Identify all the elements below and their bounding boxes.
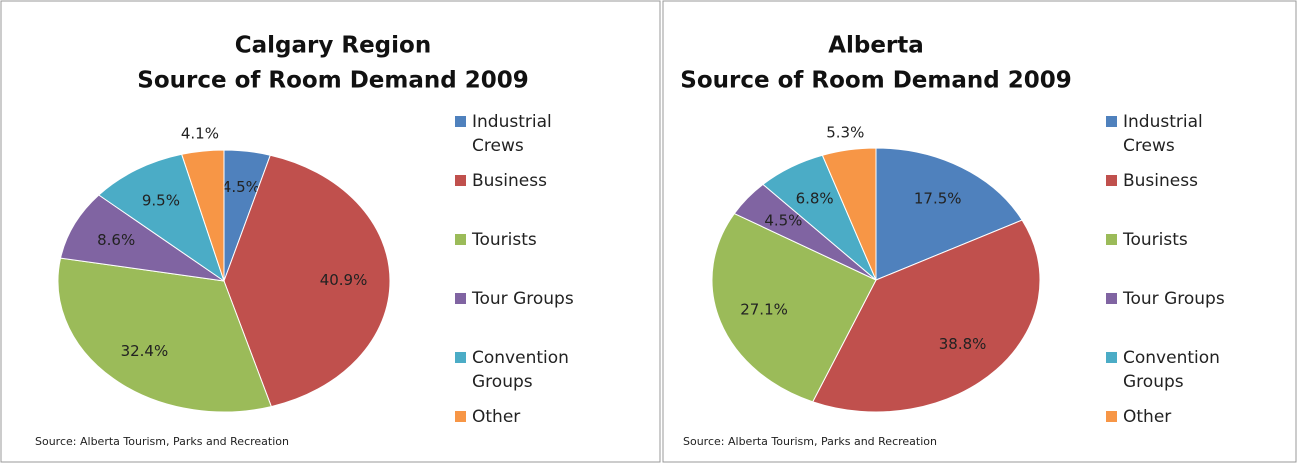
legend-label: Business [472,171,547,191]
legend-swatch [1106,116,1117,127]
legend-item: Tourists [1106,228,1256,252]
data-label: 27.1% [740,301,788,319]
data-label: 4.1% [181,125,219,143]
legend-item: Tourists [455,228,605,252]
data-label: 4.5% [222,178,260,196]
data-label: 9.5% [142,191,180,209]
data-label: 32.4% [121,342,169,360]
legend-swatch [455,234,466,245]
legend-swatch [1106,234,1117,245]
panel-border [662,0,1297,463]
pie-slice [57,257,272,413]
legend-label: Industrial Crews [472,112,552,156]
legend-swatch [1106,352,1117,363]
pie-slice [223,154,391,408]
legend-swatch [455,175,466,186]
legend-label: Other [472,407,521,427]
pie-slice [181,149,225,282]
legend-label: Other [1123,407,1172,427]
legend-swatch [455,116,466,127]
pie-slice [711,212,877,403]
legend-label: Tourists [472,230,537,250]
legend-item: Tour Groups [455,287,605,311]
pie-slice [59,194,225,282]
legend-item: Industrial Crews [1106,110,1256,158]
data-label: 17.5% [914,189,962,207]
legend-item: Convention Groups [1106,346,1256,394]
legend-label: Industrial Crews [1123,112,1203,156]
data-label: 5.3% [826,123,864,141]
data-label: 4.5% [764,212,802,230]
chart-subtitle: Source of Room Demand 2009 [137,68,528,94]
data-label: 8.6% [97,231,135,249]
legend-swatch [455,411,466,422]
legend-label: Convention Groups [472,348,569,392]
source-note: Source: Alberta Tourism, Parks and Recre… [683,435,937,448]
legend-swatch [455,352,466,363]
legend-item: Industrial Crews [455,110,605,158]
legend-swatch [1106,411,1117,422]
legend-swatch [1106,293,1117,304]
pie-slice [97,153,225,283]
legend-swatch [455,293,466,304]
panel-border [0,0,661,463]
legend-label: Convention Groups [1123,348,1220,392]
data-label: 38.8% [939,335,987,353]
legend-label: Tour Groups [472,289,574,309]
legend-item: Other [455,405,605,429]
legend-item: Business [455,169,605,193]
legend-item: Business [1106,169,1256,193]
data-label: 6.8% [796,189,834,207]
legend-label: Business [1123,171,1198,191]
legend-label: Tour Groups [1123,289,1225,309]
chart-subtitle: Source of Room Demand 2009 [680,68,1071,94]
source-note: Source: Alberta Tourism, Parks and Recre… [35,435,289,448]
legend-swatch [1106,175,1117,186]
pie-slice [875,147,1023,281]
chart-title: Alberta [828,33,924,59]
legend-item: Convention Groups [455,346,605,394]
legend-item: Other [1106,405,1256,429]
chart-title: Calgary Region [235,33,431,59]
legend-label: Tourists [1123,230,1188,250]
pie-slice [821,147,877,281]
legend-item: Tour Groups [1106,287,1256,311]
pie-slice [812,219,1041,413]
data-label: 40.9% [320,271,368,289]
